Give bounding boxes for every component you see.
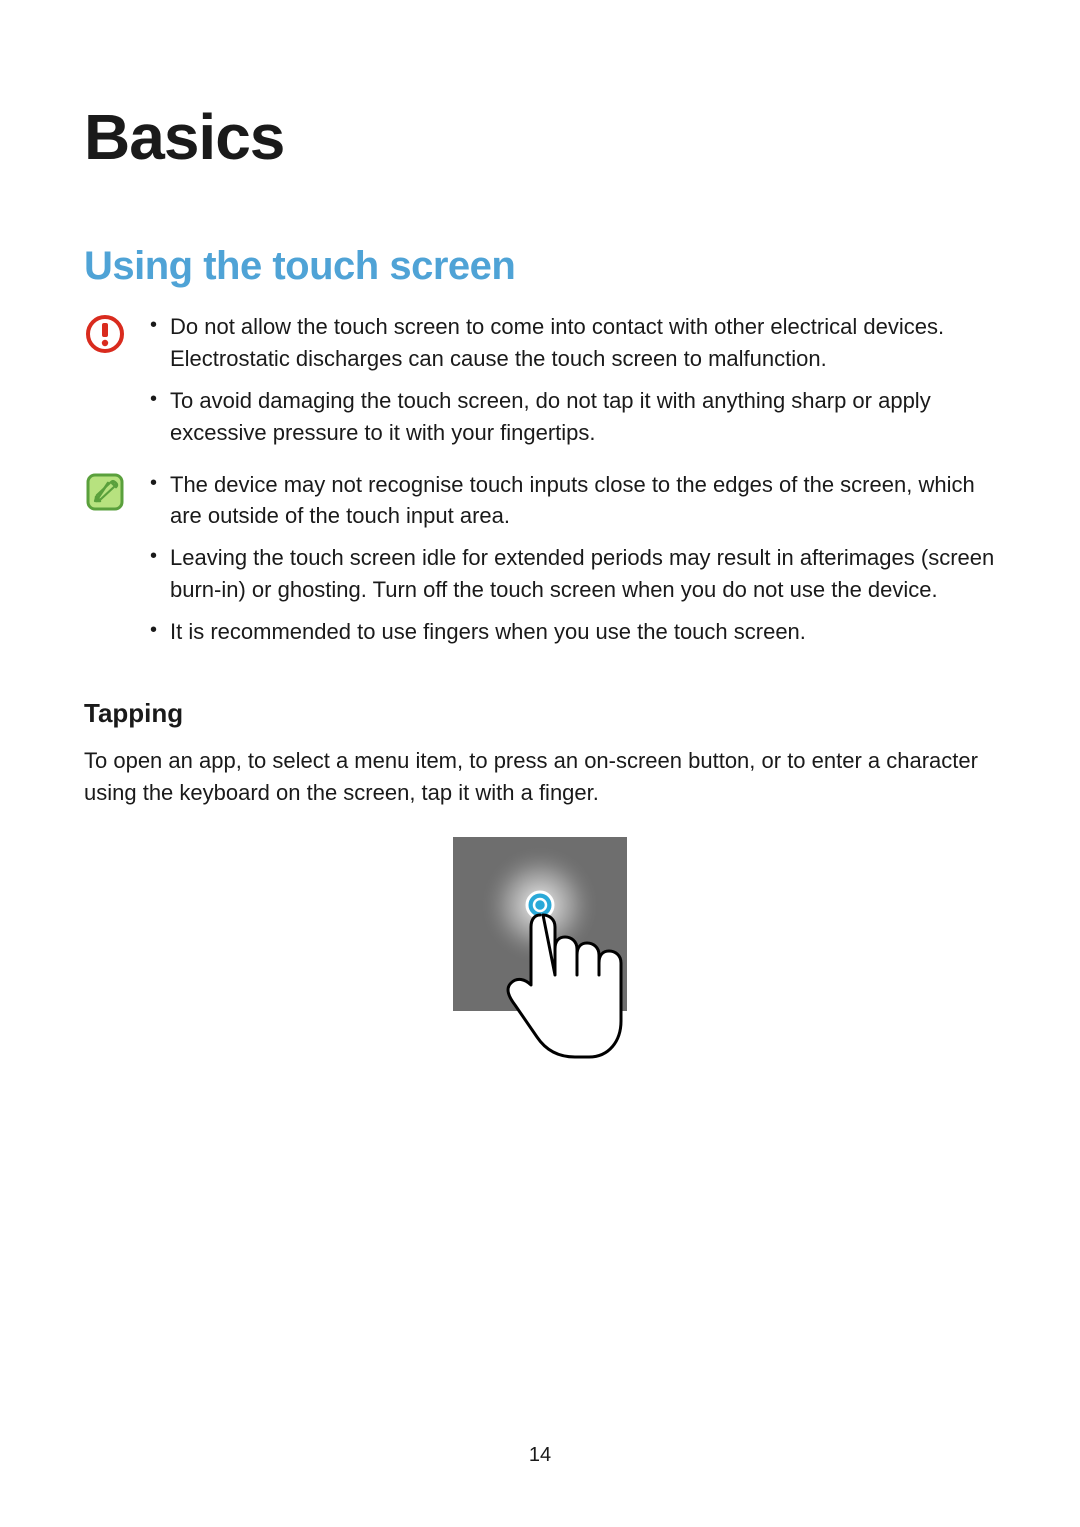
note-list: The device may not recognise touch input… (144, 469, 996, 648)
warning-content: Do not allow the touch screen to come in… (144, 311, 996, 459)
note-item: The device may not recognise touch input… (144, 469, 996, 533)
note-icon (84, 471, 126, 518)
tapping-illustration (425, 837, 655, 1067)
warning-item: To avoid damaging the touch screen, do n… (144, 385, 996, 449)
note-item: Leaving the touch screen idle for extend… (144, 542, 996, 606)
warning-icon (84, 313, 126, 360)
note-content: The device may not recognise touch input… (144, 469, 996, 658)
warning-block: Do not allow the touch screen to come in… (84, 311, 996, 459)
subsection-text: To open an app, to select a menu item, t… (84, 745, 996, 809)
page-number: 14 (0, 1444, 1080, 1467)
note-block: The device may not recognise touch input… (84, 469, 996, 658)
section-title: Using the touch screen (84, 244, 996, 289)
warning-list: Do not allow the touch screen to come in… (144, 311, 996, 449)
illustration-container (84, 837, 996, 1067)
page-container: Basics Using the touch screen Do not all… (0, 0, 1080, 1067)
chapter-title: Basics (84, 100, 996, 174)
subsection-title: Tapping (84, 698, 996, 729)
note-item: It is recommended to use fingers when yo… (144, 616, 996, 648)
warning-item: Do not allow the touch screen to come in… (144, 311, 996, 375)
